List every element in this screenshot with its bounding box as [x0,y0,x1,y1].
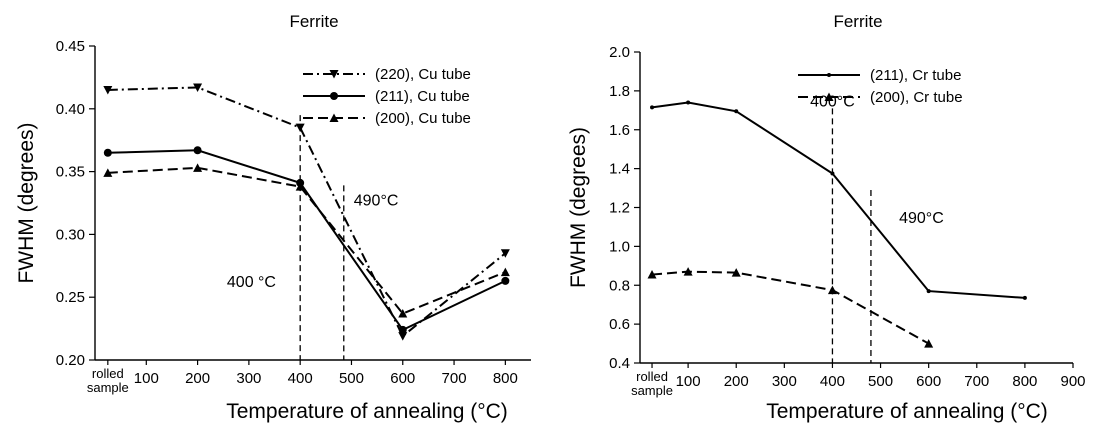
series-line [652,272,929,344]
data-point [650,105,654,109]
chart-title: Ferrite [833,12,882,31]
series-line [108,150,506,330]
x-tick-label: 700 [442,370,467,387]
y-tick-label: 1.8 [609,83,630,100]
data-point [399,326,407,334]
data-point [104,149,112,157]
x-axis-label: Temperature of annealing (°C) [766,400,1048,423]
x-tick-label: 900 [1060,373,1085,390]
x-tick-label: 600 [916,373,941,390]
temperature-annotation: 490°C [899,210,944,227]
x-tick-label: 100 [676,373,701,390]
y-tick-label: 0.6 [609,316,630,333]
data-point [501,268,510,277]
x-axis-label: Temperature of annealing (°C) [226,400,508,423]
chart-right: 0.4 0.6 0.8 1.0 1.2 1.4 1.6 1.8 2.0 100 200 300 400 5… [567,12,1086,423]
series-line [652,103,1025,298]
y-axis-label: FWHM (degrees) [15,122,38,283]
data-point [830,171,834,175]
x-tick-label: 400 [288,370,313,387]
y-tick-label: 0.25 [56,289,85,306]
y-tick-label: 0.35 [56,164,85,181]
y-tick-label: 0.30 [56,226,85,243]
x-tick-label: 600 [390,370,415,387]
x-tick-label: 200 [185,370,210,387]
chart-title: Ferrite [289,12,338,31]
x-tick-label-rolled: rolled [636,369,668,384]
x-tick-label: 300 [236,370,261,387]
data-point [1023,296,1027,300]
x-tick-label: 500 [868,373,893,390]
legend-entry: (211), Cu tube [375,88,470,105]
chart-left: 0.20 0.25 0.30 0.35 0.40 0.45 100 200 300 400 500 6… [15,12,531,423]
y-tick-label: 1.2 [609,200,630,217]
temperature-annotation: 400 °C [227,274,276,291]
x-tick-label: 200 [724,373,749,390]
x-tick-label: 700 [964,373,989,390]
temperature-annotation: 400°C [810,93,855,110]
data-point [501,249,510,257]
data-point [330,92,338,100]
data-point [827,73,831,77]
y-tick-label: 1.4 [609,161,630,178]
y-tick-label: 0.8 [609,277,630,294]
x-tick-label: 800 [493,370,518,387]
x-tick-label: 300 [772,373,797,390]
data-point [828,286,837,295]
x-tick-label-sample: sample [631,383,673,398]
temperature-annotation: 490°C [354,193,399,210]
y-tick-label: 2.0 [609,44,630,61]
data-point [501,277,509,285]
y-tick-label: 0.20 [56,352,85,369]
data-point [927,289,931,293]
y-tick-label: 1.0 [609,238,630,255]
y-tick-label: 1.6 [609,122,630,139]
data-point [686,101,690,105]
data-point [924,339,933,348]
series-line [108,168,506,314]
legend-entry: (220), Cu tube [375,66,471,83]
x-tick-label: 500 [339,370,364,387]
x-tick-label-sample: sample [87,380,129,395]
x-tick-label: 400 [820,373,845,390]
x-tick-label-rolled: rolled [92,366,124,381]
y-tick-label: 0.4 [609,355,630,372]
y-axis-label: FWHM (degrees) [567,127,590,288]
x-tick-label: 800 [1012,373,1037,390]
data-point [734,109,738,113]
y-tick-label: 0.40 [56,101,85,118]
legend-entry: (200), Cr tube [870,89,963,106]
y-tick-label: 0.45 [56,38,85,55]
legend-entry: (211), Cr tube [870,67,961,84]
x-tick-label: 100 [134,370,159,387]
data-point [296,124,305,133]
legend-entry: (200), Cu tube [375,110,471,127]
data-point [194,146,202,154]
